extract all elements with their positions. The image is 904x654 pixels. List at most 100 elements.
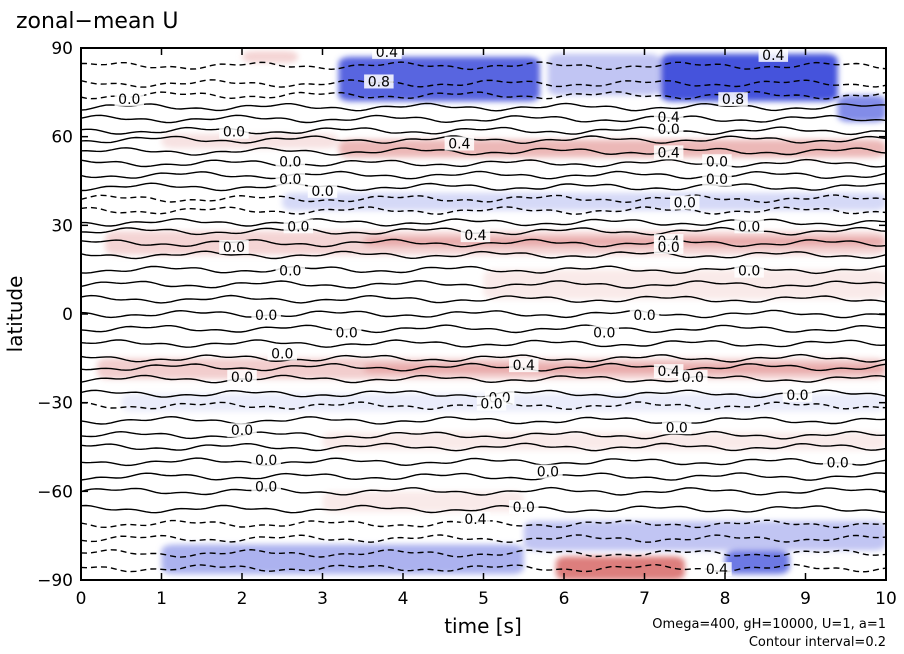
y-tick-label: 0 <box>62 305 73 325</box>
contour-line-24 <box>81 362 886 372</box>
contour-label-bg-37 <box>661 420 692 435</box>
contour-label-bg-31 <box>653 364 684 379</box>
contour-line-28 <box>81 415 886 425</box>
contour-label: 0.0 <box>480 397 502 413</box>
contour-label: 0.0 <box>666 420 688 436</box>
contour-label: 0.4 <box>513 358 535 374</box>
contour-label: 0.0 <box>786 388 808 404</box>
contour-line-33 <box>81 486 886 496</box>
contour-label-bg-38 <box>251 452 281 467</box>
contour-label: 0.4 <box>762 48 784 64</box>
shaded-band-4 <box>547 53 661 96</box>
shaded-band-2 <box>660 53 838 102</box>
contour-label-bg-10 <box>275 154 306 169</box>
contour-line-0 <box>81 61 886 71</box>
contour-line-18 <box>81 280 886 289</box>
x-tick-label: 0 <box>76 589 87 609</box>
chart-title: zonal−mean U <box>16 9 178 34</box>
contour-line-12 <box>81 206 886 215</box>
shaded-band-3 <box>837 95 886 122</box>
x-tick-label: 9 <box>800 589 811 609</box>
contour-label: 0.4 <box>706 562 728 578</box>
params-note: Omega=400, gH=10000, U=1, a=1 <box>652 617 886 632</box>
contour-label-bg-41 <box>251 479 281 494</box>
contour-label-bg-23 <box>734 263 764 278</box>
contour-label-bg-13 <box>702 154 732 169</box>
contour-label: 0.0 <box>674 196 696 212</box>
contour-label: 0.0 <box>223 125 245 141</box>
contour-label-bg-0 <box>372 48 402 59</box>
contour-label-bg-8 <box>444 136 475 151</box>
contour-label: 0.0 <box>738 219 760 235</box>
shaded-band-1 <box>338 56 540 102</box>
contour-label: 0.0 <box>738 264 760 280</box>
contour-label: 0.0 <box>255 308 277 324</box>
contour-line-34 <box>81 504 886 514</box>
contour-label: 0.0 <box>279 154 301 170</box>
shaded-band-10 <box>483 269 886 300</box>
contour-label-bg-30 <box>509 358 539 373</box>
contour-label: 0.0 <box>658 240 680 256</box>
x-tick-label: 3 <box>317 589 328 609</box>
contour-line-9 <box>81 170 886 180</box>
contour-label-bg-5 <box>653 109 684 124</box>
shaded-band-15 <box>322 491 524 513</box>
contour-label: 0.0 <box>537 465 559 481</box>
shaded-band-16 <box>523 520 886 551</box>
contour-label-bg-42 <box>509 500 539 515</box>
y-tick-label: −30 <box>37 394 73 414</box>
contour-line-2 <box>81 90 886 100</box>
contour-line-19 <box>81 294 886 304</box>
contour-label: 0.8 <box>368 74 390 90</box>
contour-label: 0.0 <box>255 479 277 495</box>
contour-label: 0.0 <box>287 219 309 235</box>
contour-label-bg-32 <box>678 370 708 385</box>
shaded-band-9 <box>362 237 886 247</box>
shaded-band-0 <box>242 50 299 63</box>
contour-label-bg-44 <box>702 562 732 577</box>
contour-line-4 <box>81 114 886 124</box>
x-tick-label: 2 <box>237 589 248 609</box>
contour-line-7 <box>81 147 886 156</box>
shaded-band-18 <box>555 556 685 580</box>
y-tick-label: 90 <box>51 39 73 59</box>
y-tick-label: −60 <box>37 482 73 502</box>
contour-label-bg-18 <box>734 219 764 234</box>
contour-label-bg-28 <box>267 346 297 361</box>
contour-line-5 <box>81 126 886 136</box>
contour-label-bg-43 <box>460 511 491 526</box>
contour-label-bg-34 <box>476 396 507 411</box>
contour-line-20 <box>81 309 886 319</box>
contour-label: 0.0 <box>336 326 358 342</box>
contour-label-bg-36 <box>227 423 257 438</box>
contour-label: 0.0 <box>231 423 253 439</box>
shaded-band-17 <box>161 544 524 575</box>
contour-label-bg-1 <box>364 74 394 89</box>
contour-line-16 <box>81 250 886 260</box>
contour-line-22 <box>81 339 886 348</box>
contour-line-3 <box>81 102 886 112</box>
contour-line-10 <box>81 182 886 192</box>
contour-label: 0.0 <box>118 92 140 108</box>
contour-line-27 <box>81 401 886 411</box>
contour-line-35 <box>81 519 886 529</box>
contour-label: 0.4 <box>464 512 486 528</box>
contour-line-1 <box>81 79 886 88</box>
contour-label: 0.0 <box>827 456 849 472</box>
contour-label-bg-22 <box>275 263 306 278</box>
contour-label-bg-14 <box>702 172 732 186</box>
contour-label-bg-25 <box>331 325 362 340</box>
contour-line-23 <box>81 353 886 363</box>
contour-line-21 <box>81 324 886 334</box>
contour-label-bg-20 <box>653 239 684 254</box>
y-tick-label: −90 <box>37 571 73 591</box>
shaded-band-6 <box>161 133 339 149</box>
y-axis-label: latitude <box>3 276 27 353</box>
contour-label-bg-11 <box>275 172 306 186</box>
contour-label-bg-2 <box>114 92 145 107</box>
contour-label-bg-9 <box>653 145 684 160</box>
contour-line-32 <box>81 472 886 481</box>
contour-label: 0.4 <box>448 137 470 153</box>
contour-label-bg-27 <box>629 307 660 322</box>
